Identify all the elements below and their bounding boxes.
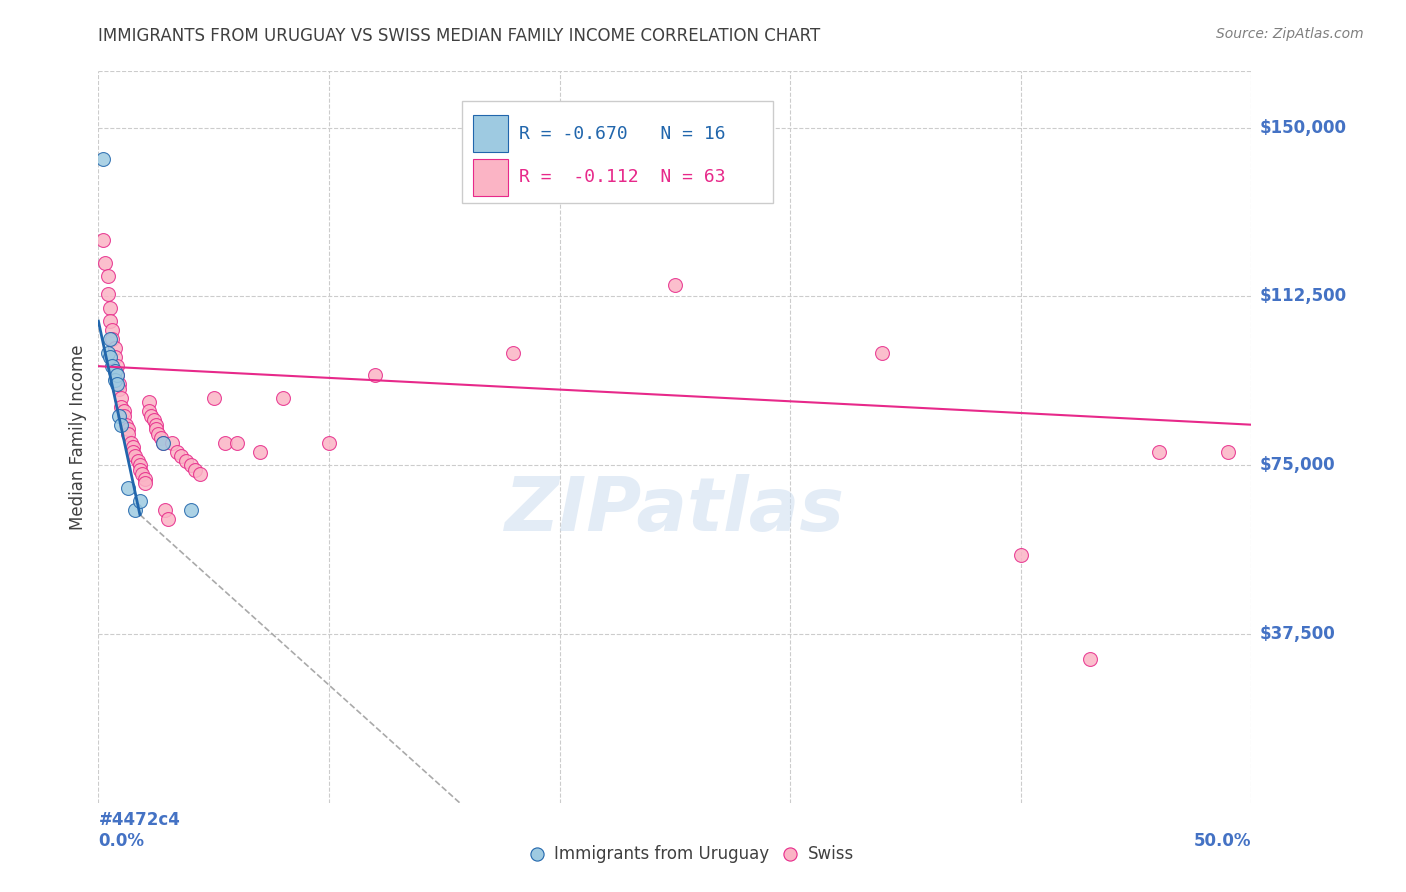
Text: Swiss: Swiss (807, 845, 853, 863)
Point (122, 440, 145, 454)
Point (105, 377, 128, 392)
Point (105, 359, 128, 374)
Text: 50.0%: 50.0% (1194, 832, 1251, 850)
Point (1078, 652, 1101, 666)
Text: IMMIGRANTS FROM URUGUAY VS SWISS MEDIAN FAMILY INCOME CORRELATION CHART: IMMIGRANTS FROM URUGUAY VS SWISS MEDIAN … (98, 27, 821, 45)
Point (134, 476, 156, 491)
Point (145, 417, 167, 432)
Point (142, 413, 165, 427)
Point (108, 377, 131, 392)
Point (91, 152, 114, 166)
Point (963, 796, 986, 810)
Point (872, 345, 894, 359)
Text: $112,500: $112,500 (1260, 287, 1347, 305)
Point (117, 422, 139, 436)
Text: R =  -0.112  N = 63: R = -0.112 N = 63 (519, 169, 725, 186)
Point (180, 458, 202, 473)
Point (97, 269, 120, 284)
Point (129, 458, 152, 473)
Point (98, 350, 121, 364)
Point (110, 417, 132, 432)
Y-axis label: Median Family Income: Median Family Income (69, 344, 87, 530)
Point (117, 481, 139, 495)
Point (103, 373, 125, 387)
Point (166, 444, 188, 458)
Point (318, 435, 340, 450)
Point (112, 404, 135, 418)
Point (170, 449, 193, 463)
Point (124, 503, 146, 517)
Point (174, 453, 197, 467)
Text: $75,000: $75,000 (1260, 456, 1336, 475)
Point (202, 391, 225, 405)
Point (249, 444, 271, 458)
Point (110, 391, 132, 405)
Point (180, 503, 202, 517)
Point (145, 422, 167, 436)
Point (152, 435, 174, 450)
Point (156, 512, 179, 526)
Point (184, 463, 207, 477)
Point (149, 431, 172, 445)
Text: #4472c4: #4472c4 (98, 811, 180, 830)
Point (155, 503, 177, 517)
Text: $150,000: $150,000 (1260, 119, 1347, 136)
Point (160, 435, 183, 450)
FancyBboxPatch shape (472, 159, 508, 195)
Text: $37,500: $37,500 (1260, 625, 1336, 643)
Point (148, 426, 170, 441)
Point (105, 368, 128, 383)
Point (364, 368, 387, 383)
Point (1147, 444, 1170, 458)
Point (98, 314, 121, 328)
Point (152, 435, 174, 450)
Point (124, 449, 146, 463)
Point (138, 404, 160, 418)
Point (101, 323, 124, 337)
Point (225, 435, 247, 450)
Point (138, 395, 160, 409)
Text: 0.0%: 0.0% (98, 832, 145, 850)
Point (117, 426, 139, 441)
Point (103, 350, 125, 364)
Point (129, 463, 152, 477)
Point (131, 467, 153, 482)
Point (141, 409, 163, 423)
Point (91, 233, 114, 247)
Point (1218, 444, 1240, 458)
Point (188, 467, 211, 482)
Point (101, 359, 124, 374)
Point (110, 400, 132, 414)
Text: Source: ZipAtlas.com: Source: ZipAtlas.com (1216, 27, 1364, 41)
Point (108, 409, 131, 423)
Text: ZIPatlas: ZIPatlas (505, 474, 845, 547)
Point (122, 444, 145, 458)
Point (134, 472, 156, 486)
Point (103, 341, 125, 355)
Point (129, 494, 152, 508)
Point (120, 435, 142, 450)
Point (98, 332, 121, 346)
Point (103, 364, 125, 378)
Point (97, 287, 120, 301)
Point (101, 332, 124, 346)
Text: Immigrants from Uruguay: Immigrants from Uruguay (554, 845, 769, 863)
FancyBboxPatch shape (461, 101, 773, 203)
Point (112, 409, 135, 423)
Point (271, 391, 294, 405)
Point (664, 278, 686, 293)
Point (105, 368, 128, 383)
Point (94, 255, 117, 269)
Point (214, 435, 236, 450)
Point (1010, 548, 1032, 562)
Point (502, 345, 524, 359)
Text: R = -0.670   N = 16: R = -0.670 N = 16 (519, 125, 725, 143)
Point (115, 417, 138, 432)
FancyBboxPatch shape (472, 115, 508, 152)
Point (98, 301, 121, 315)
Point (108, 382, 131, 396)
Point (127, 453, 149, 467)
Point (97, 345, 120, 359)
